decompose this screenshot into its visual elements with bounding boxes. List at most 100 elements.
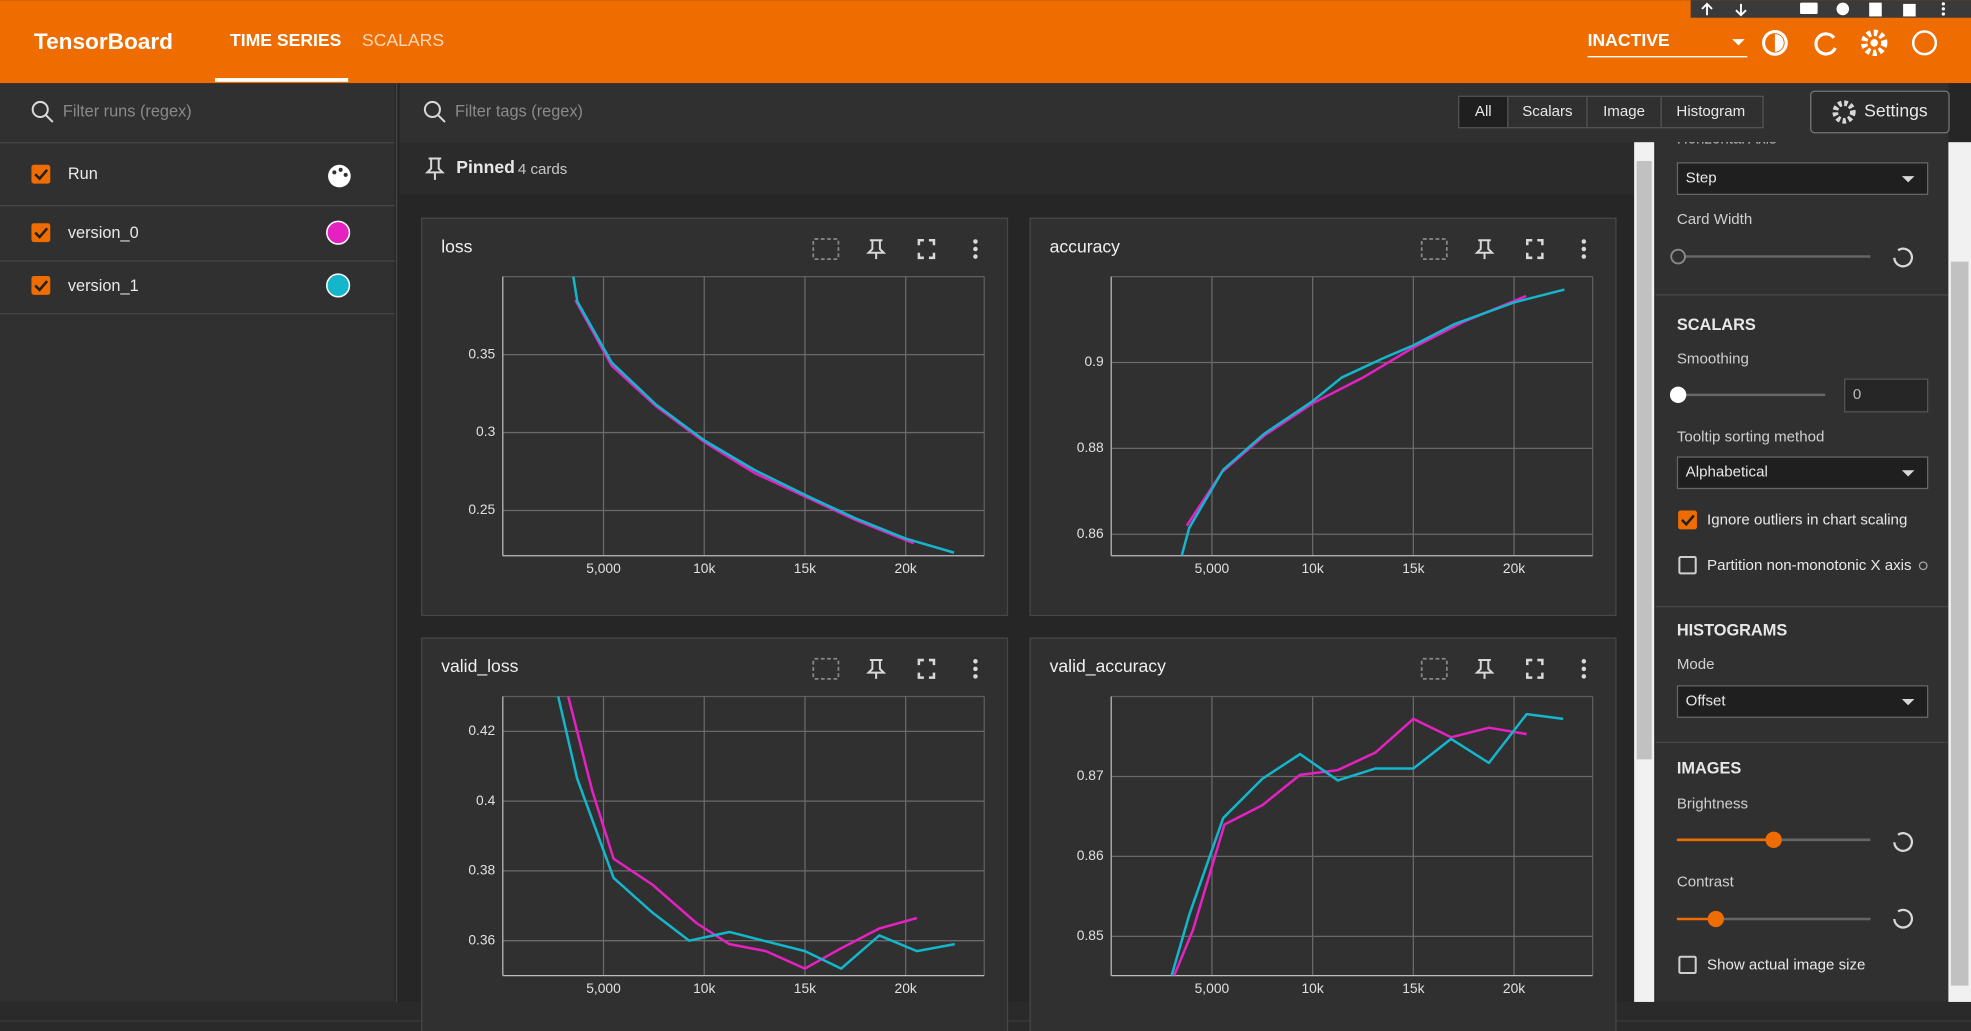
type-filter-selected	[1459, 96, 1508, 128]
settings-icon[interactable]	[1861, 29, 1888, 57]
setting-label: Mode	[1677, 656, 1715, 673]
type-filter[interactable]: Scalars	[1522, 103, 1572, 120]
menu-dot[interactable]	[973, 239, 978, 244]
help-icon[interactable]	[1911, 30, 1938, 56]
menu-dot[interactable]	[1581, 666, 1587, 672]
slider-knob[interactable]	[1765, 831, 1782, 848]
menu-dot[interactable]	[1581, 659, 1587, 664]
pin-icon[interactable]	[1474, 239, 1495, 260]
menu-dot[interactable]	[1581, 246, 1587, 252]
checkbox[interactable]	[31, 223, 51, 243]
fit-icon[interactable]	[1420, 238, 1448, 260]
series-group	[572, 276, 955, 554]
runs-header: Run	[68, 165, 98, 183]
card-frame	[1029, 217, 1617, 617]
menu-dot[interactable]	[1581, 674, 1587, 679]
theme-icon[interactable]	[1762, 29, 1788, 56]
number-input[interactable]	[1844, 378, 1929, 413]
reset-icon[interactable]	[1893, 908, 1914, 929]
fit-icon[interactable]	[1420, 657, 1448, 680]
slider-knob[interactable]	[1670, 248, 1686, 265]
gear-icon	[1832, 100, 1856, 124]
pin-icon[interactable]	[866, 659, 887, 679]
x-tick-label: 10k	[693, 980, 715, 996]
fullscreen-icon[interactable]	[1526, 238, 1544, 260]
fullscreen-icon[interactable]	[1526, 658, 1544, 679]
run-color[interactable]	[326, 220, 351, 245]
tab[interactable]: TIME SERIES	[230, 30, 342, 50]
search-icon	[31, 100, 49, 119]
type-filter[interactable]: Image	[1603, 103, 1645, 120]
slider-knob[interactable]	[1669, 386, 1687, 403]
y-tick-label: 0.3	[476, 423, 496, 439]
y-tick-label: 0.88	[1077, 439, 1104, 455]
pin-icon[interactable]	[1474, 659, 1495, 679]
menu-dot[interactable]	[973, 674, 978, 679]
checkbox[interactable]	[1678, 510, 1697, 530]
x-tick-label: 20k	[895, 560, 917, 576]
series-group	[1180, 288, 1565, 556]
menu-dot[interactable]	[973, 246, 978, 252]
series-line	[1180, 288, 1565, 556]
dropdown-arrow	[1901, 470, 1915, 477]
toolbar-arrows[interactable]	[1701, 2, 1747, 17]
checkbox[interactable]	[1678, 555, 1697, 575]
fit-icon[interactable]	[812, 657, 840, 680]
palette-icon[interactable]	[328, 164, 351, 188]
dropdown[interactable]	[1676, 456, 1929, 490]
check	[1680, 514, 1695, 527]
card-frame	[1029, 637, 1617, 1031]
menu-dot[interactable]	[1581, 254, 1587, 259]
toolbar-icons[interactable]	[1800, 2, 1945, 17]
fullscreen-icon[interactable]	[917, 238, 936, 260]
menu-dot[interactable]	[973, 666, 978, 672]
dropdown-arrow	[1901, 176, 1915, 183]
fullscreen-icon[interactable]	[917, 658, 936, 679]
refresh-icon[interactable]	[1814, 32, 1837, 56]
menu-dot[interactable]	[1581, 239, 1587, 244]
slider-knob[interactable]	[1707, 910, 1724, 928]
run-name: version_0	[68, 224, 139, 242]
checkbox[interactable]	[31, 164, 51, 184]
y-tick-label: 0.38	[468, 862, 495, 878]
dropdown[interactable]	[1676, 162, 1929, 195]
check	[34, 227, 49, 239]
reload-status[interactable]: INACTIVE	[1588, 30, 1670, 50]
dropdown[interactable]	[1676, 685, 1929, 718]
checkbox[interactable]	[1678, 955, 1697, 975]
dropdown-value: Offset	[1686, 693, 1727, 710]
run-color[interactable]	[326, 273, 351, 298]
overlay-toolbar	[1690, 0, 1971, 18]
checkbox[interactable]	[31, 276, 51, 295]
menu-dot[interactable]	[973, 659, 978, 664]
reset-icon[interactable]	[1893, 832, 1914, 852]
dropdown-arrow	[1732, 39, 1745, 46]
y-tick-label: 0.85	[1077, 927, 1104, 943]
checkbox-label: Show actual image size	[1707, 956, 1865, 973]
pin-icon[interactable]	[866, 239, 887, 260]
header	[0, 0, 1971, 84]
filter-tags[interactable]: Filter tags (regex)	[455, 102, 583, 120]
info-icon[interactable]	[1918, 561, 1928, 571]
series-line	[556, 696, 956, 970]
type-filter[interactable]: All	[1475, 103, 1492, 120]
x-tick-label: 15k	[794, 980, 816, 996]
fit-icon[interactable]	[812, 238, 840, 260]
check	[34, 169, 49, 181]
chart-card: loss 0.25 0.3 0.35 5,000 10k 15k 20k	[421, 217, 1009, 617]
scrollbar-thumb[interactable]	[1950, 261, 1969, 986]
settings-icon-hub	[1870, 39, 1878, 47]
filter-runs[interactable]: Filter runs (regex)	[63, 102, 192, 120]
setting-label: Horizontal Axis	[1677, 131, 1777, 148]
type-filter[interactable]: Histogram	[1676, 103, 1745, 120]
y-tick-label: 0.86	[1077, 525, 1104, 541]
pinned-bar	[399, 142, 1635, 195]
reset-icon[interactable]	[1893, 247, 1914, 268]
menu-dot[interactable]	[973, 254, 978, 259]
run-list: version_0 version_1	[0, 220, 395, 315]
series-line	[572, 276, 955, 554]
x-tick-label: 10k	[1301, 980, 1323, 996]
tab-indicator	[214, 78, 349, 82]
scrollbar-thumb[interactable]	[1636, 161, 1652, 760]
tab[interactable]: SCALARS	[362, 30, 444, 50]
